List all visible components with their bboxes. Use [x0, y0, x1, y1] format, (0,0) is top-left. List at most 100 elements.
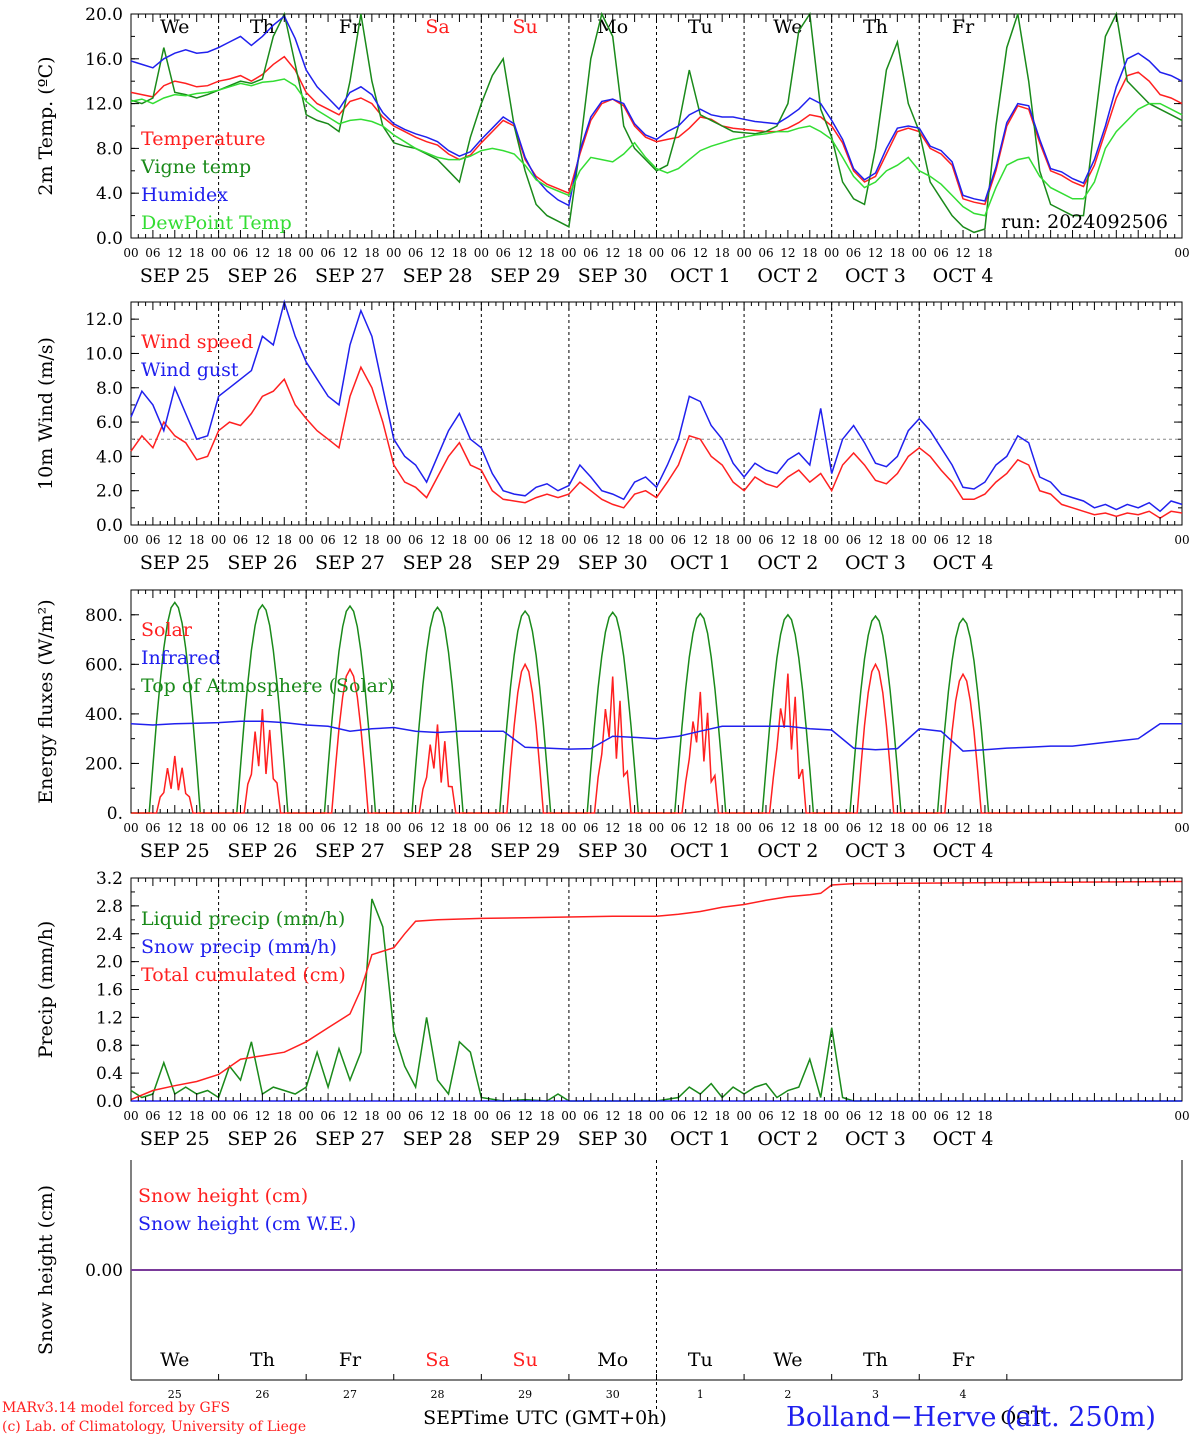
hour-tick-label: 18: [977, 821, 992, 835]
weekday-label: Fr: [952, 16, 975, 38]
hour-tick-label: 06: [145, 246, 160, 260]
y-axis-label: Energy fluxes (W/m²): [35, 599, 57, 803]
hour-tick-label: 00: [386, 246, 401, 260]
date-label: SEP 28: [403, 1128, 473, 1150]
hour-tick-label: 12: [868, 246, 883, 260]
hour-tick-label: 00: [211, 821, 226, 835]
hour-tick-label: 06: [408, 1109, 423, 1123]
date-label: OCT 1: [670, 552, 731, 574]
hour-tick-label: 00: [1174, 821, 1189, 835]
date-label: SEP 28: [403, 840, 473, 862]
hour-tick-label: 18: [452, 821, 467, 835]
day-number-label: 27: [343, 1388, 357, 1401]
hour-tick-label: 18: [890, 246, 905, 260]
date-label: SEP 27: [315, 265, 385, 287]
series-total-cumulated-cm-: [130, 880, 1183, 1101]
hour-tick-label: 00: [824, 246, 839, 260]
date-label: SEP 25: [140, 552, 210, 574]
hour-tick-label: 12: [955, 246, 970, 260]
hour-tick-label: 18: [189, 533, 204, 547]
date-label: OCT 3: [845, 552, 906, 574]
hour-tick-label: 06: [496, 821, 511, 835]
date-label: SEP 28: [403, 552, 473, 574]
hour-tick-label: 12: [342, 533, 357, 547]
hour-tick-label: 12: [780, 821, 795, 835]
hour-tick-label: 06: [846, 246, 861, 260]
hour-tick-label: 12: [955, 1109, 970, 1123]
hour-tick-label: 06: [758, 821, 773, 835]
hour-tick-label: 00: [123, 1109, 138, 1123]
hour-tick-label: 18: [364, 821, 379, 835]
date-label: SEP 28: [403, 265, 473, 287]
date-label: OCT 4: [933, 1128, 994, 1150]
date-label: SEP 26: [227, 265, 297, 287]
hour-tick-label: 00: [912, 1109, 927, 1123]
hour-tick-label: 18: [715, 1109, 730, 1123]
hour-tick-label: 12: [868, 1109, 883, 1123]
hour-tick-label: 06: [758, 533, 773, 547]
hour-tick-label: 12: [255, 246, 270, 260]
hour-tick-label: 00: [123, 533, 138, 547]
hour-tick-label: 06: [408, 533, 423, 547]
hour-tick-label: 06: [233, 533, 248, 547]
hour-tick-label: 06: [233, 821, 248, 835]
date-label: OCT 1: [670, 265, 731, 287]
hour-tick-label: 00: [561, 1109, 576, 1123]
legend-humidex: Humidex: [141, 184, 228, 206]
hour-tick-label: 06: [320, 246, 335, 260]
weekday-label: We: [773, 1349, 802, 1371]
hour-tick-label: 12: [342, 821, 357, 835]
series-vigne-temp: [130, 11, 1183, 234]
date-label: OCT 4: [933, 265, 994, 287]
date-label: SEP 30: [578, 552, 648, 574]
series-wind-speed: [130, 365, 1183, 519]
y-tick-label: 2.0: [96, 953, 123, 973]
hour-tick-label: 00: [912, 821, 927, 835]
hour-tick-label: 12: [693, 1109, 708, 1123]
hour-tick-label: 18: [890, 1109, 905, 1123]
y-tick-label: 2.8: [96, 897, 123, 917]
date-label: OCT 2: [757, 552, 818, 574]
hour-tick-label: 06: [233, 1109, 248, 1123]
date-label: OCT 3: [845, 265, 906, 287]
y-tick-label: 1.2: [96, 1008, 123, 1028]
series-dewpoint-temp: [130, 78, 1183, 217]
hour-tick-label: 12: [780, 246, 795, 260]
day-number-label: 25: [168, 1388, 182, 1401]
hour-tick-label: 00: [736, 246, 751, 260]
hour-tick-label: 00: [1174, 1109, 1189, 1123]
y-tick-label: 0.8: [96, 1036, 123, 1056]
hour-tick-label: 18: [977, 533, 992, 547]
hour-tick-label: 18: [452, 1109, 467, 1123]
y-tick-label: 4.0: [96, 447, 123, 467]
legend-solar: Solar: [141, 619, 193, 641]
hour-tick-label: 06: [671, 533, 686, 547]
hour-tick-label: 06: [496, 1109, 511, 1123]
footer-lab: (c) Lab. of Climatology, University of L…: [2, 1419, 307, 1435]
date-label: SEP 27: [315, 840, 385, 862]
hour-tick-label: 00: [386, 533, 401, 547]
hour-tick-label: 00: [649, 821, 664, 835]
hour-tick-label: 06: [671, 1109, 686, 1123]
weekday-label: Su: [512, 16, 537, 38]
weekday-label: We: [160, 16, 189, 38]
y-tick-label: 8.0: [96, 379, 123, 399]
hour-tick-label: 12: [167, 246, 182, 260]
hour-tick-label: 00: [123, 246, 138, 260]
hour-tick-label: 00: [736, 1109, 751, 1123]
hour-tick-label: 06: [320, 1109, 335, 1123]
hour-tick-label: 00: [211, 1109, 226, 1123]
day-number-label: 4: [960, 1388, 967, 1401]
hour-tick-label: 18: [890, 821, 905, 835]
x-axis-title: Time UTC (GMT+0h): [461, 1407, 667, 1429]
hour-tick-label: 06: [583, 821, 598, 835]
hour-tick-label: 18: [452, 533, 467, 547]
hour-tick-label: 12: [693, 821, 708, 835]
hour-tick-label: 18: [452, 246, 467, 260]
hour-tick-label: 06: [408, 246, 423, 260]
footer-model: MARv3.14 model forced by GFS: [2, 1400, 231, 1416]
y-axis-label: 10m Wind (m/s): [35, 337, 57, 490]
hour-tick-label: 18: [539, 1109, 554, 1123]
y-tick-label: 20.0: [85, 5, 123, 25]
weekday-label: Th: [863, 16, 888, 38]
